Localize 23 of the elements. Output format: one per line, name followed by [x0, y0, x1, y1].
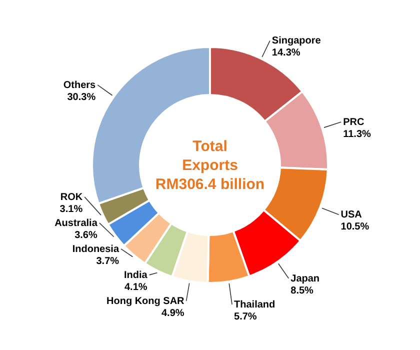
data-label: 5.7%: [234, 311, 257, 322]
text: Total Exports RM306.4 billion: [155, 138, 265, 193]
data-label: 4.9%: [161, 308, 184, 319]
slice-label: Australia: [54, 218, 98, 229]
data-label: 3.1%: [60, 204, 83, 215]
slice-label: Singapore: [272, 36, 322, 47]
data-label: 11.3%: [343, 128, 372, 140]
slice-label: Indonesia: [72, 244, 120, 255]
slice-label: PRC: [343, 116, 364, 128]
data-label: 3.6%: [74, 230, 98, 241]
data-label: 30.3%: [67, 92, 96, 103]
slice-label: India: [124, 270, 148, 281]
slice-label: Others: [63, 80, 96, 91]
slice-label: Hong Kong SAR: [106, 296, 186, 307]
slice-label: Thailand: [234, 299, 276, 310]
data-label: 14.3%: [272, 48, 300, 59]
data-label: 10.5%: [340, 222, 370, 233]
data-label: 3.7%: [96, 256, 120, 267]
data-label: 8.5%: [290, 285, 314, 296]
slice-label: USA: [340, 210, 362, 221]
slice-label: ROK: [60, 192, 84, 203]
data-label: 4.1%: [124, 282, 148, 293]
slice-label: Japan: [290, 273, 320, 284]
